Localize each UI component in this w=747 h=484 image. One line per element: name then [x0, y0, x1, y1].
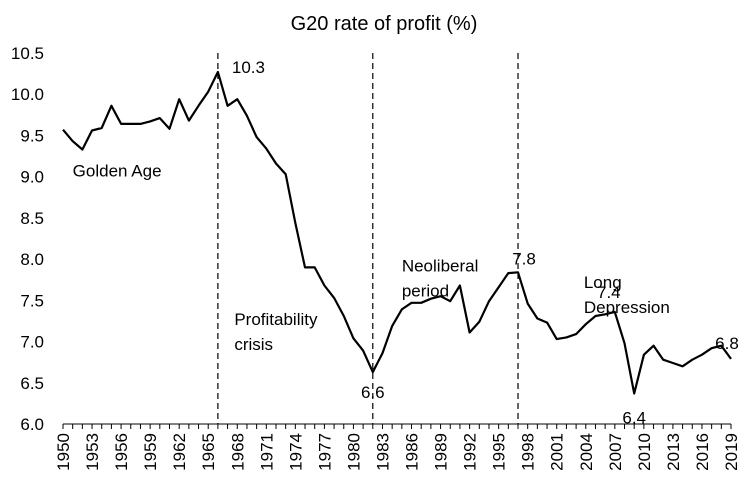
y-tick-label: 10.0	[11, 85, 44, 104]
x-tick-label: 2010	[635, 433, 654, 471]
x-tick-label: 1959	[141, 433, 160, 471]
period-annotation: Long	[584, 273, 622, 292]
x-tick-label: 1950	[54, 433, 73, 471]
x-tick-label: 1977	[315, 433, 334, 471]
x-tick-label: 2004	[577, 433, 596, 471]
x-tick-label: 1980	[344, 433, 363, 471]
y-tick-label: 8.5	[20, 209, 44, 228]
point-label: 7.4	[597, 283, 621, 302]
x-tick-label: 2019	[722, 433, 741, 471]
point-label: 6.4	[622, 408, 646, 427]
y-tick-label: 6.5	[20, 374, 44, 393]
period-annotation: Depression	[584, 298, 670, 317]
y-tick-label: 7.0	[20, 333, 44, 352]
period-annotation: Neoliberal	[402, 256, 479, 275]
period-dividers	[217, 53, 519, 424]
period-annotation: Profitability	[234, 310, 318, 329]
x-tick-label: 1971	[257, 433, 276, 471]
x-tick-label: 1965	[199, 433, 218, 471]
y-axis: 6.0 6.5 7.0 7.5 8.0 8.5 9.0 9.5 10.0 10.5	[11, 44, 44, 434]
period-annotation: Golden Age	[73, 162, 162, 181]
y-tick-label: 10.5	[11, 44, 44, 63]
y-tick-label: 9.0	[20, 168, 44, 187]
x-tick-label: 1983	[373, 433, 392, 471]
period-annotations: Golden Age Profitability crisis Neoliberal p…	[73, 162, 670, 354]
x-tick-label: 1989	[432, 433, 451, 471]
x-tick-label: 1998	[519, 433, 538, 471]
y-tick-label: 6.0	[20, 415, 44, 434]
period-annotation: crisis	[234, 335, 273, 354]
chart-title: G20 rate of profit (%)	[291, 13, 478, 35]
x-axis: 1950 1953 1956 1959 1962 1965 1968 1971 1974 1977…	[54, 423, 741, 471]
x-tick-label: 2013	[664, 433, 683, 471]
x-tick-label: 2001	[548, 433, 567, 471]
point-labels: 10.3 6.6 7.8 7.4 6.4 6.8	[232, 58, 739, 428]
x-tick-label: 1986	[403, 433, 422, 471]
x-tick-label: 1953	[83, 433, 102, 471]
x-tick-label: 1995	[490, 433, 509, 471]
x-tick-label: 2016	[693, 433, 712, 471]
period-annotation: period	[402, 281, 449, 300]
y-tick-label: 7.5	[20, 291, 44, 310]
point-label: 6.6	[361, 383, 385, 402]
x-tick-label: 1974	[286, 433, 305, 471]
y-tick-label: 8.0	[20, 250, 44, 269]
point-label: 10.3	[232, 58, 265, 77]
point-label: 7.8	[512, 249, 536, 268]
x-tick-label: 1992	[461, 433, 480, 471]
x-tick-label: 1962	[170, 433, 189, 471]
point-label: 6.8	[715, 334, 739, 353]
x-tick-label: 2007	[606, 433, 625, 471]
rate-of-profit-line	[62, 70, 732, 395]
y-tick-label: 9.5	[20, 126, 44, 145]
x-tick-label: 1968	[228, 433, 247, 471]
x-tick-label: 1956	[112, 433, 131, 471]
